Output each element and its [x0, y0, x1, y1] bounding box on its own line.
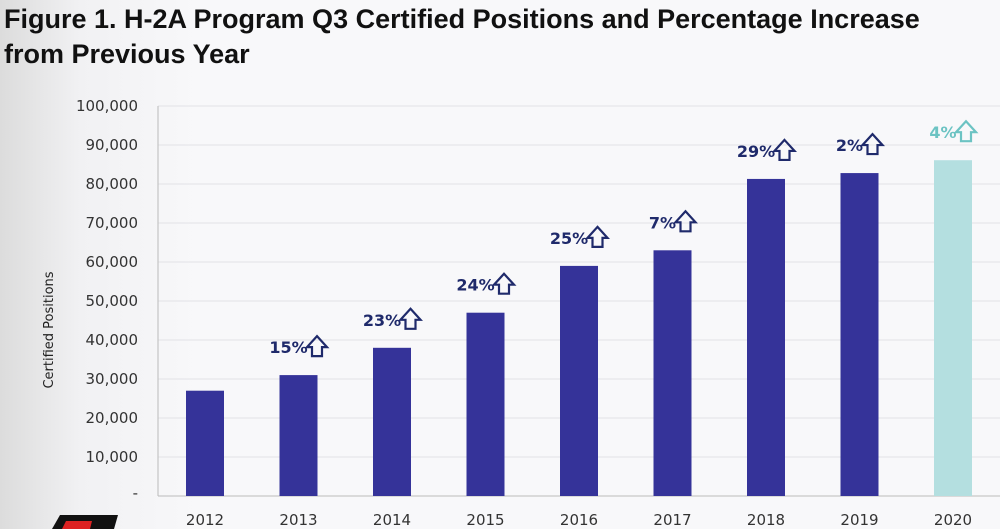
bar-2015: [466, 312, 505, 496]
title-line-1: Figure 1. H-2A Program Q3 Certified Posi…: [4, 4, 920, 34]
bar-2020: [934, 160, 972, 496]
y-tick-label: 50,000: [86, 292, 139, 310]
bar-2014: [373, 347, 411, 496]
x-tick-label: 2014: [373, 511, 411, 529]
x-tick-label: 2019: [840, 511, 878, 529]
y-tick-label: 70,000: [86, 214, 139, 232]
x-tick-label: 2018: [747, 511, 785, 529]
y-tick-label: 90,000: [86, 136, 139, 154]
y-tick-label: 60,000: [86, 253, 139, 271]
data-labels: 15% 23% 24% 25% 7% 29% 2% 4%: [269, 119, 979, 358]
x-tick-label: 2015: [466, 511, 504, 529]
y-tick-label: 30,000: [86, 370, 139, 388]
up-arrow-icon: [673, 209, 698, 233]
pct-label: 23%: [363, 311, 401, 330]
y-tick-label: -: [133, 484, 138, 502]
up-arrow-icon: [953, 119, 979, 143]
bar-2018: [747, 178, 785, 496]
x-tick-label: 2012: [186, 511, 224, 529]
bar-2019: [840, 173, 879, 496]
bar-2013: [279, 375, 318, 496]
up-arrow-icon: [772, 138, 797, 162]
bars: [186, 160, 972, 496]
logo: [52, 515, 118, 529]
up-arrow-icon: [398, 307, 423, 330]
bar-2012: [186, 390, 224, 496]
title-line-2: from Previous Year: [4, 39, 250, 69]
up-arrow-icon: [860, 132, 885, 156]
up-arrow-icon: [304, 334, 330, 358]
x-tick-label: 2017: [653, 511, 691, 529]
y-tick-label: 10,000: [86, 448, 139, 466]
y-tick-label: 20,000: [86, 409, 139, 427]
pct-label: 4%: [929, 123, 956, 142]
up-arrow-icon: [585, 225, 610, 248]
pct-label: 2%: [836, 136, 863, 155]
x-tick-label: 2016: [560, 511, 598, 529]
bar-2017: [653, 250, 692, 496]
x-tick-label: 2020: [934, 511, 972, 529]
x-tick-label: 2013: [279, 511, 317, 529]
pct-label: 25%: [550, 229, 588, 248]
pct-label: 24%: [456, 276, 494, 295]
chart-title: Figure 1. H-2A Program Q3 Certified Posi…: [4, 2, 920, 72]
pct-label: 15%: [269, 338, 307, 357]
bar-2016: [560, 265, 598, 496]
y-tick-label: 100,000: [76, 97, 138, 115]
y-tick-label: 80,000: [86, 175, 139, 193]
y-tick-label: 40,000: [86, 331, 139, 349]
y-axis-label: Certified Positions: [42, 271, 57, 388]
pct-label: 29%: [737, 142, 775, 161]
up-arrow-icon: [491, 272, 517, 295]
axes: - 10,000 20,000 30,000 40,000 50,000 60,000 70,…: [76, 97, 1000, 529]
pct-label: 7%: [649, 213, 676, 232]
